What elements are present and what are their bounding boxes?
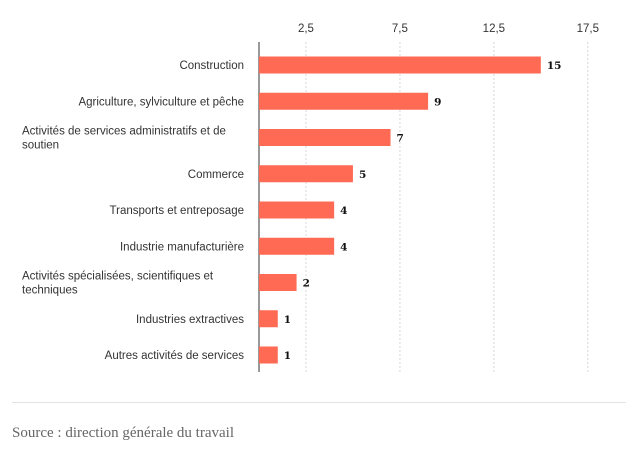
bar-chart: 2,5 7,5 12,5 17,5 15 Construction 9 Agriculture… (22, 23, 599, 372)
x-tick-label: 7,5 (392, 23, 408, 35)
bar (259, 274, 297, 291)
bar-value-label: 5 (359, 169, 366, 181)
bar-value-label: 1 (284, 350, 291, 362)
bar (259, 346, 278, 364)
category-label: Construction (179, 60, 244, 72)
chart-canvas: 2,5 7,5 12,5 17,515Construction9Agriculture… (22, 23, 599, 372)
bar (259, 201, 335, 219)
bar-value-label: 1 (284, 314, 291, 326)
category-label: Autres activités de services (105, 350, 245, 362)
category-label-line: Activités de services administratifs et … (22, 126, 226, 138)
bar-value-label: 15 (547, 60, 562, 72)
source-note: Source : direction générale du travail (12, 425, 234, 441)
bar-value-label: 9 (434, 96, 441, 108)
bar (259, 92, 429, 110)
bar (259, 129, 391, 146)
x-tick-label: 17,5 (577, 23, 599, 35)
bar (259, 237, 335, 255)
bar-value-label: 4 (340, 241, 347, 253)
category-label: Transports et entreposage (110, 205, 244, 217)
x-tick-label: 12,5 (483, 23, 505, 35)
x-tick-label: 2,5 (298, 23, 314, 35)
footer-divider (12, 402, 626, 403)
category-label-line: soutien (22, 140, 59, 152)
category-label: Industrie manufacturière (120, 241, 244, 253)
bar-value-label: 7 (397, 133, 404, 145)
bar-value-label: 2 (303, 278, 310, 290)
category-label-line: techniques (22, 285, 78, 297)
category-label: Industries extractives (136, 314, 244, 326)
category-label: Commerce (188, 169, 244, 181)
category-label: Agriculture, sylviculture et pêche (78, 96, 244, 108)
bar (259, 56, 541, 74)
bar (259, 310, 278, 328)
bar-value-label: 4 (340, 205, 347, 217)
category-label-line: Activités spécialisées, scientifiques et (22, 271, 214, 283)
bar (259, 165, 353, 183)
